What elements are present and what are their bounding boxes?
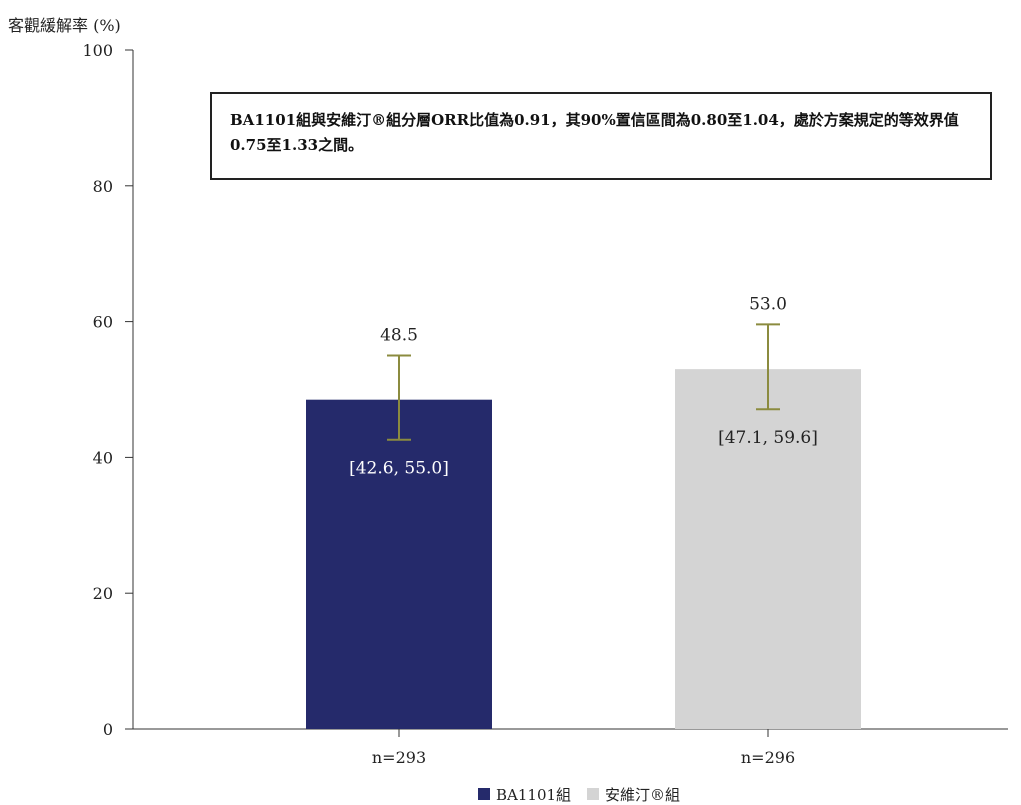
annotation-box: BA1101組與安維汀®組分層ORR比值為0.91，其90%置信區間為0.80至… <box>210 92 992 180</box>
y-tick-label: 0 <box>103 720 113 739</box>
y-axis-label: 客觀緩解率 (%) <box>8 16 121 35</box>
y-tick-label: 80 <box>93 177 113 196</box>
axes: 0 20 40 60 80 100 <box>82 41 1008 739</box>
x-tick-label: n=293 <box>372 748 426 767</box>
legend-item-avastin: 安維汀®組 <box>587 784 680 805</box>
bars <box>306 323 861 729</box>
legend-item-ba1101: BA1101組 <box>478 784 571 805</box>
legend-label-avastin: 安維汀®組 <box>605 785 681 804</box>
ci-label: [42.6, 55.0] <box>349 459 449 479</box>
labels: 48.5 [42.6, 55.0] n=293 53.0 [47.1, 59.6] n=2… <box>349 294 818 767</box>
y-tick-label: 100 <box>82 41 113 60</box>
x-tick-label: n=296 <box>741 748 795 767</box>
y-tick-label: 40 <box>93 448 113 467</box>
annotation-text: BA1101組與安維汀®組分層ORR比值為0.91，其90%置信區間為0.80至… <box>230 111 959 154</box>
legend: BA1101組 安維汀®組 <box>478 784 680 804</box>
bar <box>675 369 861 729</box>
data-label: 48.5 <box>380 326 418 346</box>
y-tick-label: 60 <box>93 313 113 332</box>
bar <box>306 399 492 729</box>
legend-swatch-ba1101 <box>478 788 490 800</box>
y-tick-label: 20 <box>93 584 113 603</box>
legend-swatch-avastin <box>587 788 600 800</box>
ci-label: [47.1, 59.6] <box>718 428 818 448</box>
legend-label-ba1101: BA1101組 <box>496 785 572 804</box>
data-label: 53.0 <box>749 294 787 314</box>
